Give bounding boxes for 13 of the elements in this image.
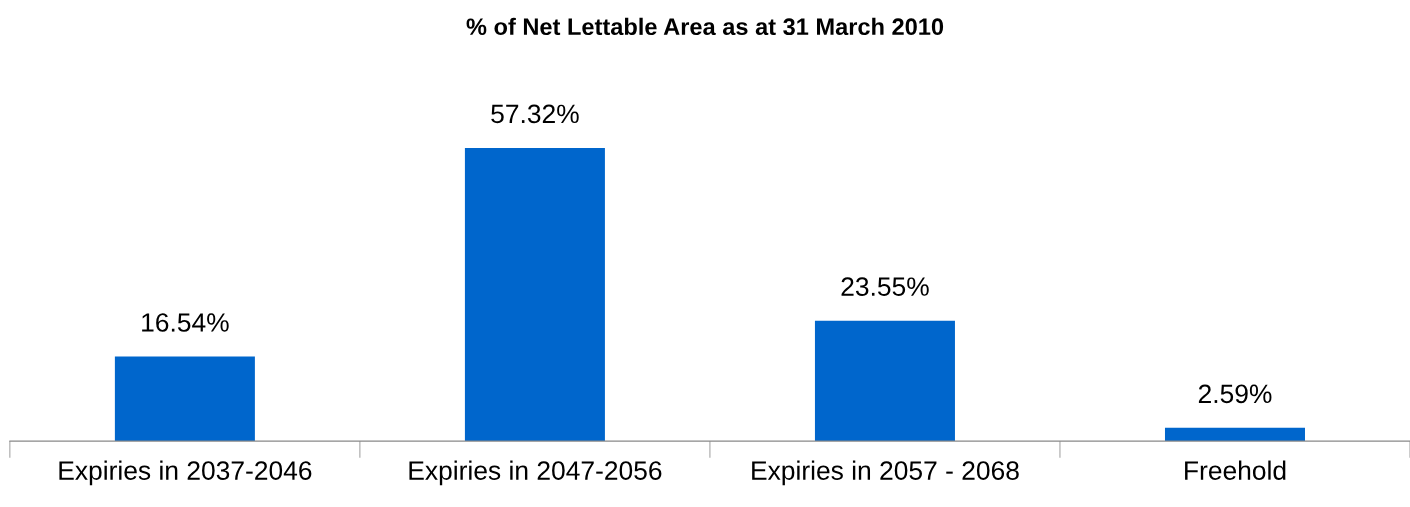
x-tick-label: Freehold	[1185, 460, 1286, 480]
bar	[814, 320, 955, 442]
data-label: 57.32%	[491, 104, 579, 124]
chart-title: % of Net Lettable Area as at 31 March 2010	[466, 17, 944, 36]
data-label: 2.59%	[1198, 384, 1272, 404]
x-tick-label: Expiries in 2047-2056	[409, 460, 662, 486]
bar	[1164, 427, 1305, 442]
data-label: 16.54%	[142, 313, 229, 332]
bar	[114, 356, 255, 442]
x-tick-label: Expiries in 2057 - 2068	[752, 460, 1019, 486]
bar	[464, 147, 605, 442]
data-label: 23.55%	[841, 277, 929, 296]
x-tick-label: Expiries in 2037-2046	[59, 460, 312, 486]
